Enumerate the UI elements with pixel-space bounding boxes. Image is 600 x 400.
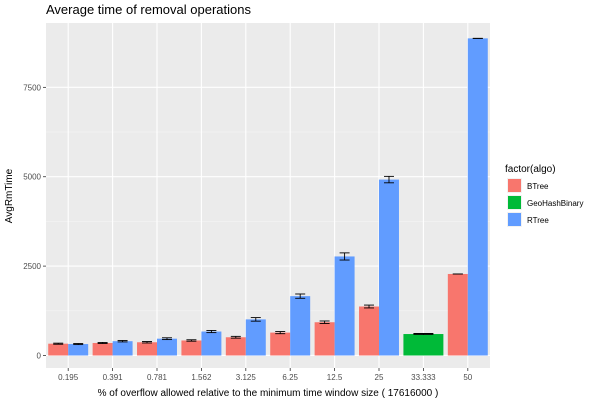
- bar: [68, 344, 89, 356]
- legend-swatch: [508, 196, 521, 209]
- x-tick-label: 6.25: [282, 373, 298, 382]
- x-tick-label: 50: [463, 373, 472, 382]
- y-axis-title: AvgRmTime: [4, 168, 15, 223]
- legend-swatch: [508, 213, 521, 226]
- y-tick-label: 5000: [23, 173, 41, 182]
- legend-title: factor(algo): [505, 164, 556, 175]
- y-axis-ticks: 0 2500 5000 7500: [23, 83, 46, 360]
- x-tick-label: 3.125: [236, 373, 257, 382]
- legend-label: RTree: [527, 216, 549, 225]
- bar: [447, 273, 468, 356]
- bar: [270, 332, 291, 356]
- bar: [379, 179, 399, 356]
- bar: [92, 342, 113, 356]
- y-tick-label: 7500: [23, 83, 41, 92]
- bar: [467, 38, 488, 356]
- x-axis-ticks: 0.195 0.391 0.781 1.562 3.125 6.25 12.5 25 33.33…: [58, 368, 473, 382]
- x-tick-label: 12.5: [327, 373, 343, 382]
- bar: [245, 319, 266, 356]
- x-tick-label: 25: [375, 373, 384, 382]
- bar: [334, 256, 355, 356]
- bar: [201, 331, 222, 356]
- x-tick-label: 33.333: [411, 373, 436, 382]
- bars: [48, 38, 488, 356]
- bar: [48, 343, 69, 356]
- bar: [181, 340, 202, 356]
- bar: [290, 296, 311, 356]
- bar: [359, 306, 379, 356]
- legend-label: BTree: [527, 182, 549, 191]
- legend-swatch: [508, 179, 521, 192]
- bar: [403, 334, 444, 356]
- x-tick-label: 0.391: [103, 373, 124, 382]
- chart-title: Average time of removal operations: [46, 2, 251, 17]
- x-tick-label: 0.195: [58, 373, 79, 382]
- bar: [314, 322, 335, 356]
- x-axis-title: % of overflow allowed relative to the mi…: [98, 388, 439, 399]
- legend-label: GeoHashBinary: [527, 199, 583, 208]
- bar: [137, 342, 157, 356]
- error-bars: [53, 37, 483, 346]
- x-tick-label: 0.781: [147, 373, 168, 382]
- bar: [112, 341, 133, 356]
- bar: [157, 338, 177, 356]
- y-tick-label: 0: [37, 351, 42, 360]
- bar: [225, 337, 246, 356]
- y-tick-label: 2500: [23, 262, 41, 271]
- x-tick-label: 1.562: [191, 373, 212, 382]
- legend: factor(algo) BTree GeoHashBinary RTree: [505, 164, 583, 227]
